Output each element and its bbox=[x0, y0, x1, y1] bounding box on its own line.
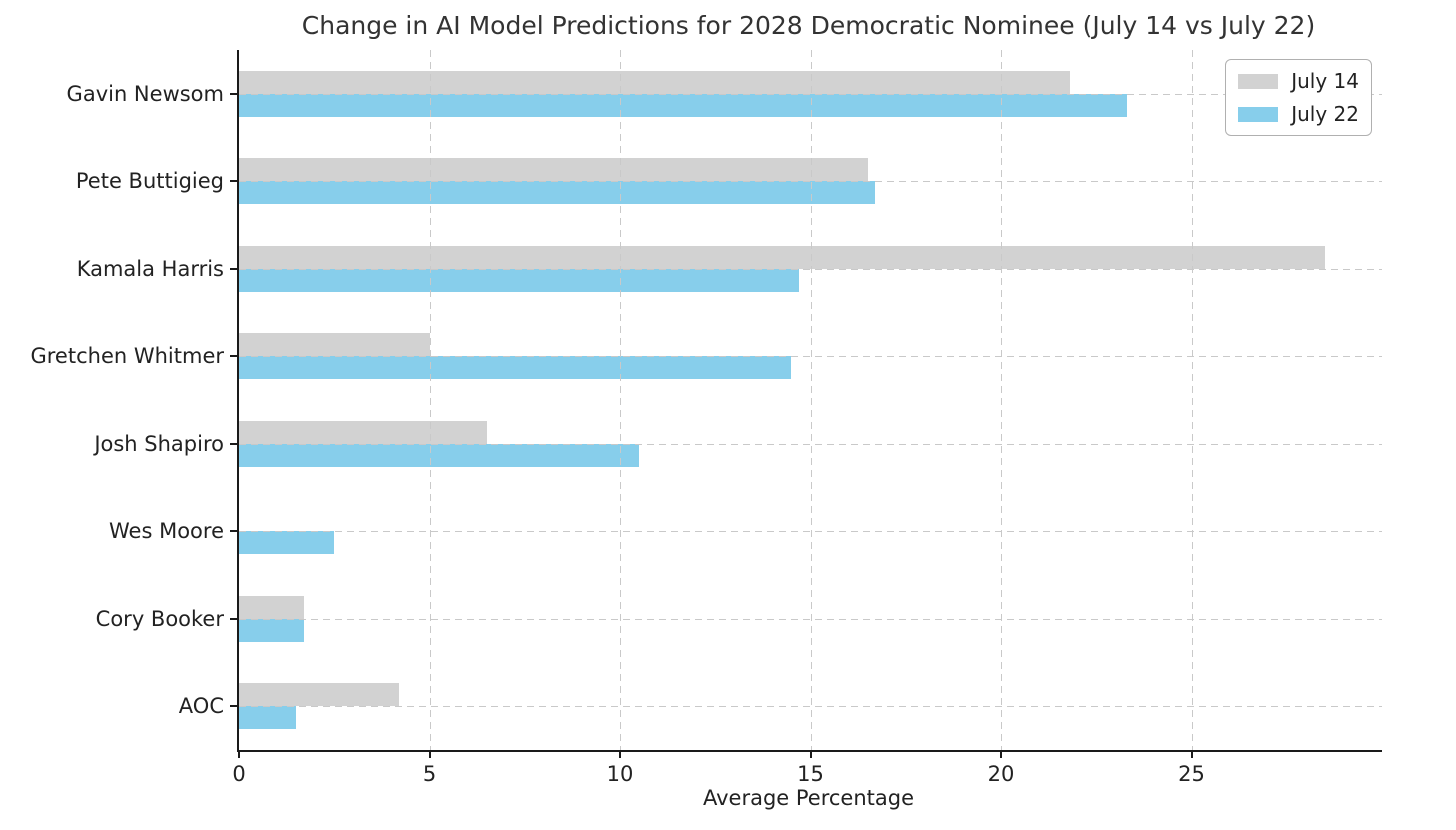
gridline-x-15 bbox=[810, 50, 812, 750]
y-tick-mark-wes-moore bbox=[230, 530, 238, 533]
legend-swatch-july-14 bbox=[1238, 73, 1279, 89]
bar-july-14-kamala-harris bbox=[239, 245, 1325, 269]
gridline-y-wes-moore bbox=[239, 531, 1382, 533]
legend-item-july-14: July 14 bbox=[1238, 69, 1359, 93]
x-tick-label-15: 15 bbox=[797, 762, 824, 786]
y-tick-mark-josh-shapiro bbox=[230, 442, 238, 445]
bar-july-22-gretchen-whitmer bbox=[239, 356, 792, 380]
gridline-x-25 bbox=[1191, 50, 1193, 750]
bar-july-22-aoc bbox=[239, 706, 297, 730]
x-tick-mark-0 bbox=[238, 750, 240, 758]
x-tick-mark-5 bbox=[428, 750, 431, 758]
x-tick-label-25: 25 bbox=[1178, 762, 1205, 786]
y-tick-mark-pete-buttigieg bbox=[230, 180, 238, 183]
gridline-y-josh-shapiro bbox=[239, 443, 1382, 445]
axis-ticks-layer: 0 5 10 15 20 25 bbox=[230, 50, 1382, 786]
bar-july-14-cory-booker bbox=[239, 595, 304, 619]
x-tick-label-0: 0 bbox=[232, 762, 246, 786]
y-tick-label-aoc: AOC bbox=[178, 694, 224, 719]
gridline-x-10 bbox=[620, 50, 621, 750]
legend-item-july-22: July 22 bbox=[1238, 102, 1359, 126]
y-tick-mark-kamala-harris bbox=[230, 267, 238, 270]
gridline-y-gretchen-whitmer bbox=[239, 356, 1382, 358]
legend-label-july-14: July 14 bbox=[1291, 69, 1359, 93]
y-tick-label-gretchen-whitmer: Gretchen Whitmer bbox=[30, 344, 224, 369]
bar-july-22-josh-shapiro bbox=[239, 443, 640, 467]
y-tick-label-pete-buttigieg: Pete Buttigieg bbox=[75, 169, 224, 194]
y-tick-label-wes-moore: Wes Moore bbox=[109, 519, 224, 544]
x-tick-mark-25 bbox=[1190, 750, 1193, 758]
gridline-y-pete-buttigieg bbox=[239, 181, 1382, 183]
x-tick-label-20: 20 bbox=[987, 762, 1015, 786]
bar-july-22-cory-booker bbox=[239, 618, 304, 642]
gridline-x-20 bbox=[1001, 50, 1002, 750]
y-tick-label-josh-shapiro: Josh Shapiro bbox=[94, 431, 224, 456]
bar-july-14-josh-shapiro bbox=[239, 420, 487, 444]
gridline-y-aoc bbox=[239, 706, 1382, 708]
x-tick-label-5: 5 bbox=[422, 762, 437, 786]
y-tick-label-gavin-newsom: Gavin Newsom bbox=[66, 81, 224, 106]
y-tick-label-cory-booker: Cory Booker bbox=[95, 606, 224, 631]
x-tick-mark-20 bbox=[1000, 750, 1002, 758]
bar-july-14-gavin-newsom bbox=[239, 70, 1070, 94]
y-tick-mark-aoc bbox=[230, 705, 238, 708]
legend: July 14 July 22 bbox=[1225, 59, 1372, 136]
bars-layer bbox=[239, 50, 1382, 750]
y-tick-mark-cory-booker bbox=[230, 617, 238, 620]
x-tick-mark-10 bbox=[619, 750, 621, 758]
y-tick-mark-gavin-newsom bbox=[230, 92, 238, 95]
grid-layer bbox=[239, 50, 1382, 750]
bar-july-22-pete-buttigieg bbox=[239, 181, 876, 205]
gridline-y-gavin-newsom bbox=[239, 93, 1382, 95]
y-tick-mark-gretchen-whitmer bbox=[230, 355, 238, 358]
gridline-x-5 bbox=[429, 50, 431, 750]
bar-july-22-kamala-harris bbox=[239, 268, 800, 292]
plot-area: 0 5 10 15 20 25 July 14 July 22 bbox=[230, 50, 1382, 786]
x-tick-label-10: 10 bbox=[606, 762, 634, 786]
bar-july-14-aoc bbox=[239, 683, 400, 707]
legend-label-july-22: July 22 bbox=[1291, 102, 1359, 126]
y-tick-label-kamala-harris: Kamala Harris bbox=[76, 256, 224, 281]
x-tick-mark-15 bbox=[809, 750, 812, 758]
y-axis-labels: Gavin Newsom Pete Buttigieg Kamala Harris G… bbox=[0, 50, 224, 750]
bar-july-22-gavin-newsom bbox=[239, 93, 1127, 117]
x-axis-label: Average Percentage bbox=[702, 786, 915, 810]
legend-swatch-july-22 bbox=[1238, 106, 1279, 122]
bar-july-14-gretchen-whitmer bbox=[239, 333, 430, 357]
bar-july-22-wes-moore bbox=[239, 531, 335, 555]
gridline-y-kamala-harris bbox=[239, 268, 1382, 270]
chart-title: Change in AI Model Predictions for 2028 … bbox=[301, 11, 1316, 40]
gridline-y-cory-booker bbox=[239, 618, 1382, 620]
bar-july-14-pete-buttigieg bbox=[239, 158, 868, 182]
